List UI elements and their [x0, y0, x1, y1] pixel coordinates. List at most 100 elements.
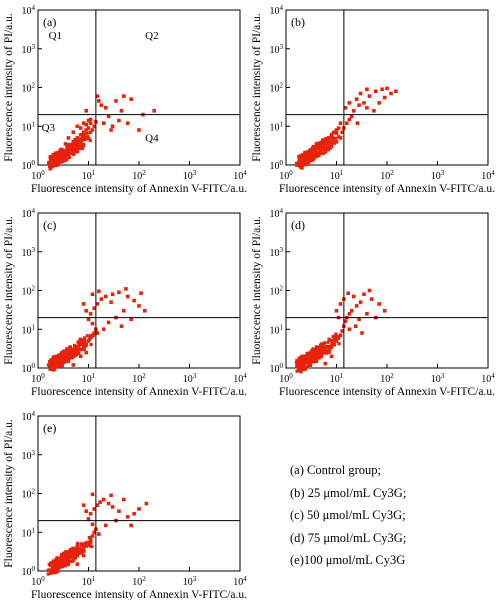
event-dot: [53, 359, 58, 363]
event-dot: [59, 360, 63, 364]
event-dot: [297, 366, 301, 370]
plot-frame: [37, 415, 241, 572]
event-dot: [295, 163, 299, 167]
event-point: [103, 523, 108, 528]
x-tick-label: 104: [481, 169, 495, 182]
x-axis-label: Fluorescence intensity of Annexin V-FITC…: [31, 589, 247, 600]
event-dot: [88, 544, 92, 548]
event-point: [97, 289, 101, 294]
event-dot: [73, 343, 77, 347]
y-axis-label: Fluorescence intensity of PI/a.u.: [251, 13, 263, 162]
event-point: [86, 540, 91, 545]
event-dot: [327, 141, 332, 145]
event-dot: [313, 147, 317, 151]
event-dot: [327, 350, 331, 354]
event-dot: [52, 563, 56, 567]
event-dot: [81, 546, 85, 550]
event-point: [132, 298, 136, 303]
event-dot: [59, 557, 63, 561]
event-point: [103, 294, 108, 299]
event-point: [338, 136, 343, 140]
y-tick-label: 100: [22, 159, 36, 172]
event-dot: [75, 139, 79, 143]
event-dot: [80, 341, 85, 345]
event-point: [338, 333, 343, 338]
panel-d: 100 101 102 103 104100101102103104Fluorescen…: [251, 207, 495, 398]
event-dot: [305, 162, 309, 166]
y-tick-label: 102: [22, 285, 36, 298]
event-point: [119, 109, 124, 113]
event-point: [99, 103, 104, 107]
event-dot: [64, 356, 68, 360]
quadrant-label: Q2: [145, 30, 158, 42]
y-tick-label: 101: [22, 526, 36, 539]
event-dot: [56, 354, 61, 358]
event-point: [343, 105, 348, 110]
event-dot: [50, 159, 54, 164]
event-point: [389, 91, 393, 96]
event-point: [152, 109, 157, 113]
event-dot: [78, 343, 82, 347]
event-dot: [74, 550, 78, 554]
event-point: [81, 553, 86, 558]
event-dot: [48, 562, 53, 566]
x-tick-label: 104: [233, 575, 247, 588]
event-point: [60, 564, 64, 569]
y-tick-label: 102: [22, 82, 36, 95]
event-point: [121, 497, 126, 502]
event-dot: [52, 158, 56, 163]
x-tick-label: 100: [31, 169, 45, 182]
event-point: [347, 101, 352, 105]
x-tick-label: 101: [82, 169, 96, 182]
event-dot: [329, 136, 333, 140]
event-dot: [47, 161, 51, 166]
event-dot: [330, 343, 334, 347]
event-dot: [319, 149, 323, 154]
event-dot: [302, 363, 306, 368]
quadrant-label: Q1: [49, 30, 62, 42]
event-dot: [73, 347, 77, 351]
event-dot: [50, 158, 54, 162]
event-dot: [313, 155, 317, 159]
event-dot: [88, 138, 92, 143]
event-dot: [87, 535, 91, 540]
event-point: [84, 128, 88, 132]
event-point: [95, 331, 100, 335]
event-dot: [63, 157, 67, 161]
panel-label: (b): [291, 15, 305, 29]
x-tick-label: 102: [380, 372, 394, 385]
event-dot: [54, 564, 58, 568]
event-dot: [69, 559, 73, 563]
event-dot: [309, 350, 313, 354]
event-point: [117, 290, 121, 295]
event-dot: [303, 161, 308, 165]
event-point: [86, 339, 91, 343]
event-dot: [319, 348, 324, 352]
event-dot: [309, 352, 313, 356]
event-dot: [317, 356, 321, 360]
event-point: [71, 130, 76, 135]
event-dot: [80, 338, 84, 342]
event-point: [326, 136, 331, 140]
event-point: [90, 292, 95, 297]
event-dot: [299, 370, 303, 374]
event-dot: [327, 337, 331, 341]
event-dot: [79, 143, 83, 147]
y-tick-label: 101: [22, 120, 36, 133]
event-dot: [313, 353, 317, 357]
y-tick-label: 100: [270, 362, 284, 375]
event-point: [110, 292, 115, 297]
event-dot: [68, 348, 72, 352]
event-dot: [87, 137, 91, 141]
event-point: [137, 128, 141, 132]
event-point: [88, 336, 93, 340]
legend-item-b: (b) 25 μmol/mL Cy3G;: [290, 485, 407, 500]
event-dot: [296, 161, 301, 166]
event-point: [340, 130, 345, 135]
x-tick-label: 102: [132, 372, 146, 385]
event-dot: [52, 161, 56, 165]
x-axis-label: Fluorescence intensity of Annexin V-FITC…: [31, 183, 247, 195]
y-tick-label: 103: [22, 43, 36, 56]
event-dot: [305, 360, 310, 364]
